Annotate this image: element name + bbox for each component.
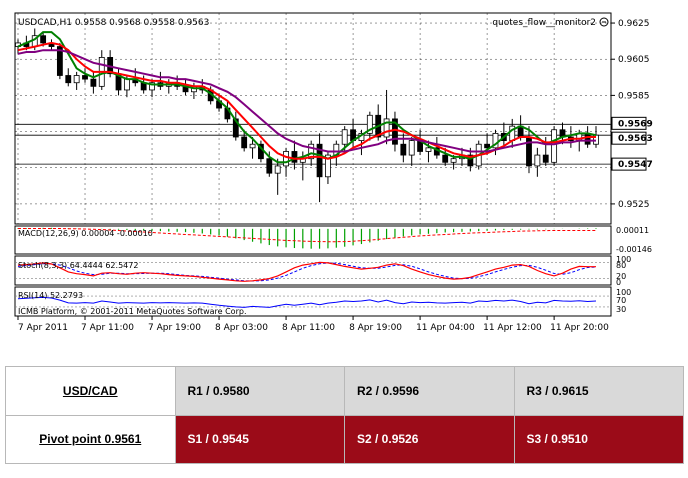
macd-label: MACD(12,26,9) 0.00004 -0.00010	[18, 229, 153, 238]
time-tick-label: 7 Apr 11:00	[81, 323, 134, 333]
time-tick-label: 11 Apr 04:00	[416, 323, 475, 333]
candle-body	[90, 78, 97, 87]
s3-cell: S3 / 0.9510	[513, 414, 684, 464]
resistance-row: USD/CAD R1 / 0.9580 R2 / 0.9596 R3 / 0.9…	[5, 366, 684, 416]
indicator-label: quotes_flow__monitor2	[492, 18, 596, 28]
copyright: ICMB Platform, © 2001-2011 MetaQuotes So…	[18, 307, 247, 316]
rsi-tick-70: 70	[616, 296, 626, 305]
price-tick-label: 0.9625	[618, 19, 650, 29]
moving-averages	[17, 31, 597, 164]
candle-body	[82, 75, 88, 80]
candle-body	[283, 151, 289, 167]
rsi-label: RSI(14) 52.2793	[18, 291, 83, 300]
stoch-main-line	[17, 261, 596, 282]
r3-cell: R3 / 0.9615	[513, 366, 684, 416]
time-tick-label: 7 Apr 2011	[18, 323, 68, 333]
time-tick-label: 8 Apr 03:00	[215, 323, 268, 333]
candle-body	[400, 143, 407, 156]
candle-body	[467, 154, 474, 167]
candle-body	[366, 114, 373, 134]
price-tag-box	[611, 116, 647, 130]
time-axis: 7 Apr 2011 7 Apr 11:00 7 Apr 19:00 8 Apr 03…	[17, 316, 609, 333]
price-tag-label: 0.9563	[618, 134, 653, 144]
macd-signal-line	[18, 228, 596, 243]
stoch-panel	[14, 255, 612, 286]
candle-body	[325, 154, 331, 178]
stoch-plot	[15, 261, 611, 282]
candle-body	[484, 143, 491, 149]
pivot-table: USD/CAD R1 / 0.9580 R2 / 0.9596 R3 / 0.9…	[5, 366, 684, 464]
time-tick-label: 11 Apr 12:00	[483, 323, 542, 333]
rsi-panel	[14, 286, 612, 317]
candle-body	[408, 140, 415, 156]
candle-body	[341, 129, 348, 145]
candle-body	[149, 82, 155, 91]
candle-body	[383, 118, 390, 138]
pivot-point-label: Pivot point 0.9561	[5, 414, 176, 464]
candle-body	[425, 147, 432, 152]
macd-tick-top: 0.00011	[616, 226, 649, 235]
price-tick-label: 0.9525	[618, 200, 650, 210]
stoch-label: Stoch(8,3,3) 64.4444 62.5472	[18, 261, 138, 270]
price-tick-label: 0.9605	[618, 55, 650, 65]
rsi-line	[17, 296, 597, 308]
candle-body	[450, 158, 457, 163]
candle-body	[73, 75, 80, 84]
time-tick-label: 7 Apr 19:00	[148, 323, 201, 333]
price-tag-box	[611, 157, 647, 171]
r2-cell: R2 / 0.9596	[344, 366, 515, 416]
s2-cell: S2 / 0.9526	[344, 414, 515, 464]
rsi-tick-30: 30	[616, 305, 626, 314]
candle-body	[274, 165, 281, 174]
candle-body	[56, 46, 63, 76]
chart-title: USDCAD,H1 0.9558 0.9568 0.9558 0.9563	[18, 18, 209, 28]
price-tag-label: 0.9569	[618, 119, 653, 129]
ma-line-3	[17, 49, 596, 153]
stoch-tick-80: 80	[616, 261, 626, 270]
candle-body	[584, 132, 591, 145]
candle-body	[40, 35, 47, 44]
candle-body	[392, 118, 398, 145]
price-tag-box	[611, 131, 647, 145]
macd-plot	[17, 227, 597, 249]
candle-body	[123, 78, 130, 91]
settings-icon[interactable]	[599, 17, 609, 27]
time-tick-label: 11 Apr 20:00	[550, 323, 609, 333]
candle-body	[65, 75, 72, 84]
candle-body	[266, 158, 273, 174]
candle-body	[492, 132, 499, 149]
macd-tick-bottom: -0.00146	[616, 245, 652, 254]
candle-body	[551, 129, 558, 163]
support-row: Pivot point 0.9561 S1 / 0.9545 S2 / 0.95…	[5, 414, 684, 464]
price-panel	[14, 12, 612, 225]
price-tag-label: 0.9547	[618, 160, 653, 170]
candle-body	[241, 136, 248, 149]
candle-body	[316, 143, 323, 178]
candle-body	[291, 151, 298, 163]
candle-body	[526, 136, 532, 167]
s1-cell: S1 / 0.9545	[174, 414, 345, 464]
time-tick-label: 8 Apr 19:00	[349, 323, 402, 333]
r1-cell: R1 / 0.9580	[174, 366, 345, 416]
price-axis: 0.9625 0.9605 0.9585 0.9525 0.9569 0.9563 0.95…	[611, 19, 653, 210]
chart: USDCAD,H1 0.9558 0.9568 0.9558 0.9563 qu…	[14, 12, 653, 333]
stoch-tick-100: 100	[616, 255, 631, 264]
pair-label: USD/CAD	[5, 366, 176, 416]
rsi-plot	[15, 295, 611, 308]
price-tick-label: 0.9585	[618, 91, 650, 101]
stoch-tick-0: 0	[616, 278, 621, 287]
candle-body	[308, 143, 315, 160]
candle-body	[534, 154, 541, 167]
stoch-tick-20: 20	[616, 272, 626, 281]
rsi-tick-100: 100	[616, 288, 631, 297]
candle-body	[249, 143, 256, 149]
candle-body	[442, 154, 449, 163]
candle-body	[542, 154, 549, 163]
stoch-signal-line	[17, 262, 597, 282]
time-tick-label: 8 Apr 11:00	[282, 323, 335, 333]
